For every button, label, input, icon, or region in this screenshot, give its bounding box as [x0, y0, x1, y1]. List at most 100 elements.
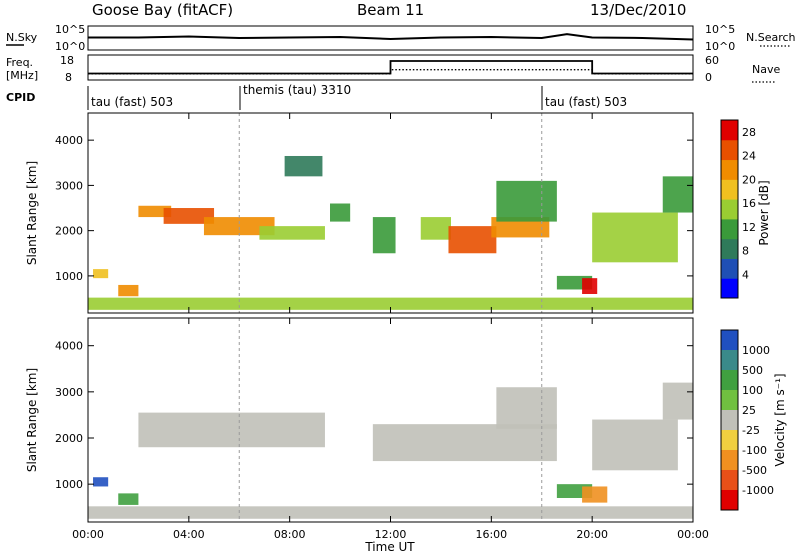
power-colorbar-label: Power [dB]: [757, 180, 771, 245]
data-patch-3: [496, 387, 557, 429]
data-patch-4: [259, 226, 325, 240]
noise-panel: N.Sky 10^5 10^0 10^5 10^0 N.Search: [6, 23, 796, 53]
time-tick-label: 08:00: [274, 528, 306, 541]
velocity-colorbar-frame: [720, 329, 739, 511]
time-axis-labels: 00:00 04:00 08:00 12:00 16:00 20:00 00:00: [72, 528, 709, 541]
date-title: 13/Dec/2010: [590, 1, 686, 19]
velocity-colorbar-swatch: [721, 450, 738, 471]
velocity-colorbar-tick: 1000: [742, 344, 770, 357]
nsky-series-line: [88, 33, 694, 41]
velocity-colorbar-swatch: [721, 470, 738, 491]
nave-axis-top: 60: [705, 54, 719, 67]
time-axis-title: Time UT: [364, 540, 415, 554]
data-patch-2: [163, 208, 215, 224]
noise-axis-top-right: 10^5: [705, 23, 735, 36]
data-patch-14: [592, 212, 678, 263]
data-patch-8: [93, 477, 109, 487]
station-title: Goose Bay (fitACF): [92, 1, 233, 19]
power-colorbar-swatch: [721, 120, 738, 141]
velocity-y-axis-label: Slant Range [km]: [25, 368, 39, 472]
power-colorbar-swatch: [721, 159, 738, 180]
power-data-cells: [88, 113, 693, 313]
cpid-segment-2: themis (tau) 3310: [243, 83, 351, 97]
power-colorbar-tick: 28: [742, 126, 756, 139]
velocity-colorbar-tick: -1000: [742, 484, 774, 497]
nave-label: Nave: [752, 63, 780, 76]
data-patch-13: [582, 278, 598, 294]
data-patch-8: [420, 217, 451, 240]
data-patch-7: [582, 486, 608, 503]
y-tick-label: 3000: [55, 179, 83, 192]
nave-axis-bottom: 0: [705, 71, 712, 84]
data-patch-3: [203, 217, 275, 236]
velocity-colorbar-tick: 25: [742, 404, 756, 417]
power-colorbar-tick: 4: [742, 268, 749, 281]
velocity-colorbar-swatch: [721, 430, 738, 451]
nsearch-label: N.Search: [746, 31, 796, 44]
velocity-colorbar-swatch: [721, 390, 738, 411]
noise-axis-bottom-left: 10^0: [55, 40, 85, 53]
data-patch-5: [284, 155, 323, 177]
nsky-label: N.Sky: [6, 31, 38, 44]
velocity-colorbar-swatch: [721, 490, 738, 511]
data-patch-4: [592, 419, 678, 471]
velocity-panel: 1000 2000 3000 4000 Slant Range [km] 1000 50…: [25, 317, 787, 523]
data-patch-10: [491, 217, 550, 238]
y-tick-label: 3000: [55, 386, 83, 399]
velocity-colorbar-swatch: [721, 350, 738, 371]
power-colorbar-swatch: [721, 179, 738, 200]
power-colorbar-tick: 20: [742, 173, 756, 186]
data-patch-7: [372, 217, 396, 254]
data-patch-0: [88, 506, 693, 519]
cpid-segment-3: tau (fast) 503: [545, 95, 627, 109]
data-patch-1: [138, 205, 172, 218]
freq-axis-top: 18: [60, 54, 74, 67]
y-tick-label: 1000: [55, 478, 83, 491]
time-tick-label: 04:00: [173, 528, 205, 541]
frequency-panel-frame: [87, 54, 694, 81]
noise-axis-bottom-right: 10^0: [705, 40, 735, 53]
cpid-segment-1: tau (fast) 503: [91, 95, 173, 109]
time-tick-label: 00:00: [677, 528, 709, 541]
data-patch-5: [662, 382, 693, 420]
power-colorbar-tick: 16: [742, 197, 756, 210]
time-tick-label: 12:00: [375, 528, 407, 541]
velocity-colorbar-label: Velocity [m s⁻¹]: [773, 373, 787, 466]
velocity-colorbar: 1000 500 100 25 -25 -100 -500 -1000: [720, 329, 774, 511]
data-patch-1: [138, 412, 325, 448]
velocity-colorbar-tick: -25: [742, 424, 760, 437]
power-colorbar-swatch: [721, 218, 738, 240]
power-panel: 1000 2000 3000 4000 Slant Range [km] 4 8 12 16…: [25, 112, 771, 314]
beam-title: Beam 11: [357, 1, 424, 19]
power-colorbar-swatch: [721, 278, 738, 299]
velocity-colorbar-tick: 100: [742, 384, 763, 397]
nave-series-line: [88, 69, 693, 75]
power-y-ticks: 1000 2000 3000 4000: [55, 134, 693, 283]
power-colorbar-swatch: [721, 199, 738, 220]
data-patch-6: [330, 203, 351, 222]
cpid-row: CPID tau (fast) 503 themis (tau) 3310 ta…: [6, 83, 627, 110]
data-patch-9: [118, 493, 139, 505]
data-patch-2: [372, 424, 557, 462]
power-colorbar-tick: 12: [742, 221, 756, 234]
frequency-panel: Freq. [MHz] 18 8 60 0 Nave: [6, 54, 780, 84]
data-patch-17: [118, 284, 139, 297]
freq-label: Freq.: [6, 56, 33, 69]
velocity-colorbar-swatch: [721, 330, 738, 351]
y-tick-label: 4000: [55, 340, 83, 353]
y-tick-label: 2000: [55, 225, 83, 238]
data-patch-9: [448, 226, 497, 254]
noise-axis-top-left: 10^5: [55, 23, 85, 36]
velocity-data-cells: [88, 318, 693, 522]
power-x-ticks: [87, 113, 694, 313]
power-colorbar-tick: 24: [742, 150, 756, 163]
freq-axis-bottom: 8: [65, 71, 72, 84]
y-tick-label: 1000: [55, 270, 83, 283]
power-colorbar: 4 8 12 16 20 24 28: [720, 119, 756, 299]
time-tick-label: 16:00: [475, 528, 507, 541]
cpid-label: CPID: [6, 91, 35, 104]
velocity-x-ticks: [87, 318, 694, 522]
velocity-colorbar-swatch: [721, 410, 738, 431]
power-y-axis-label: Slant Range [km]: [25, 161, 39, 265]
